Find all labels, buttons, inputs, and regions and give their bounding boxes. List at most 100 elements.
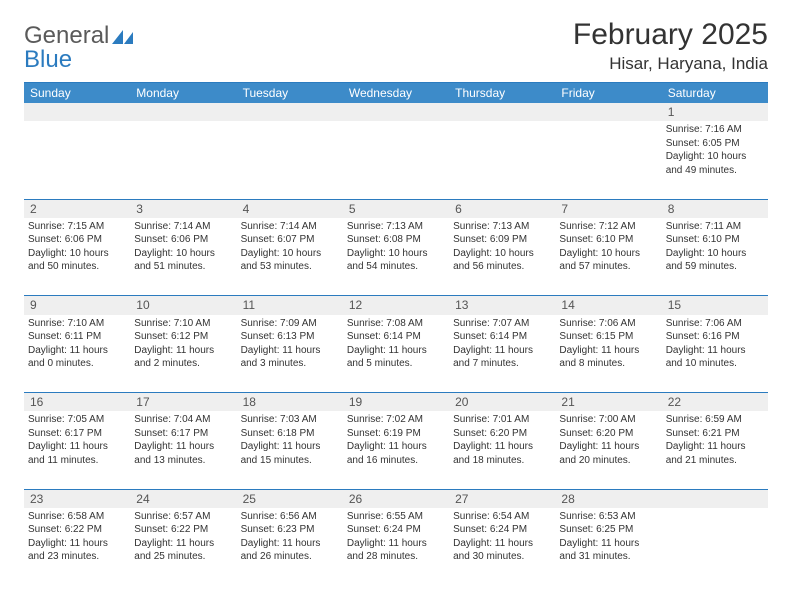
day-cell: Sunrise: 6:57 AMSunset: 6:22 PMDaylight:… xyxy=(130,508,236,586)
day-number: 11 xyxy=(237,296,343,315)
cell-line: Sunrise: 7:08 AM xyxy=(347,317,445,331)
day-number: 9 xyxy=(24,296,130,315)
cell-line: Sunrise: 6:53 AM xyxy=(559,510,657,524)
cell-line: Sunset: 6:25 PM xyxy=(559,523,657,537)
day-cell: Sunrise: 7:01 AMSunset: 6:20 PMDaylight:… xyxy=(449,411,555,489)
day-number: 5 xyxy=(343,199,449,218)
day-number: 26 xyxy=(343,489,449,508)
cell-line: Daylight: 11 hours and 31 minutes. xyxy=(559,537,657,564)
day-cell: Sunrise: 6:56 AMSunset: 6:23 PMDaylight:… xyxy=(237,508,343,586)
cell-line: Daylight: 11 hours and 20 minutes. xyxy=(559,440,657,467)
cell-line: Daylight: 11 hours and 18 minutes. xyxy=(453,440,551,467)
day-cell xyxy=(449,121,555,199)
cell-line: Sunset: 6:06 PM xyxy=(134,233,232,247)
cell-line: Sunset: 6:15 PM xyxy=(559,330,657,344)
logo-text-a: General xyxy=(24,22,109,49)
cell-line: Daylight: 11 hours and 2 minutes. xyxy=(134,344,232,371)
cell-line: Sunset: 6:07 PM xyxy=(241,233,339,247)
cell-line: Daylight: 10 hours and 57 minutes. xyxy=(559,247,657,274)
day-number: 16 xyxy=(24,393,130,412)
cell-line: Sunset: 6:21 PM xyxy=(666,427,764,441)
day-cell xyxy=(662,508,768,586)
day-number: 8 xyxy=(662,199,768,218)
day-cell: Sunrise: 7:14 AMSunset: 6:06 PMDaylight:… xyxy=(130,218,236,296)
day-cell: Sunrise: 6:53 AMSunset: 6:25 PMDaylight:… xyxy=(555,508,661,586)
cell-line: Daylight: 11 hours and 28 minutes. xyxy=(347,537,445,564)
day-number: 2 xyxy=(24,199,130,218)
cell-line: Sunrise: 7:06 AM xyxy=(559,317,657,331)
cell-line: Sunset: 6:12 PM xyxy=(134,330,232,344)
day-number: 12 xyxy=(343,296,449,315)
day-header-row: Sunday Monday Tuesday Wednesday Thursday… xyxy=(24,83,768,104)
cell-line: Sunset: 6:24 PM xyxy=(347,523,445,537)
cell-line: Sunrise: 7:15 AM xyxy=(28,220,126,234)
day-cell xyxy=(24,121,130,199)
day-number: 3 xyxy=(130,199,236,218)
day-number xyxy=(343,103,449,121)
cell-line: Sunset: 6:14 PM xyxy=(453,330,551,344)
daynum-row: 232425262728 xyxy=(24,489,768,508)
day-cell: Sunrise: 7:14 AMSunset: 6:07 PMDaylight:… xyxy=(237,218,343,296)
cell-line: Daylight: 11 hours and 10 minutes. xyxy=(666,344,764,371)
cell-line: Sunset: 6:13 PM xyxy=(241,330,339,344)
day-cell: Sunrise: 7:11 AMSunset: 6:10 PMDaylight:… xyxy=(662,218,768,296)
week-row: Sunrise: 7:15 AMSunset: 6:06 PMDaylight:… xyxy=(24,218,768,296)
day-number: 1 xyxy=(662,103,768,121)
day-number: 14 xyxy=(555,296,661,315)
cell-line: Sunset: 6:16 PM xyxy=(666,330,764,344)
cell-line: Daylight: 11 hours and 8 minutes. xyxy=(559,344,657,371)
cell-line: Sunrise: 7:04 AM xyxy=(134,413,232,427)
day-cell xyxy=(130,121,236,199)
cell-line: Sunrise: 7:16 AM xyxy=(666,123,764,137)
cell-line: Sunrise: 7:12 AM xyxy=(559,220,657,234)
cell-line: Sunrise: 7:01 AM xyxy=(453,413,551,427)
cell-line: Daylight: 11 hours and 15 minutes. xyxy=(241,440,339,467)
day-cell: Sunrise: 6:59 AMSunset: 6:21 PMDaylight:… xyxy=(662,411,768,489)
cell-line: Daylight: 11 hours and 21 minutes. xyxy=(666,440,764,467)
daynum-row: 1 xyxy=(24,103,768,121)
cell-line: Sunrise: 7:03 AM xyxy=(241,413,339,427)
cell-line: Sunrise: 6:55 AM xyxy=(347,510,445,524)
cell-line: Sunset: 6:10 PM xyxy=(666,233,764,247)
cell-line: Sunset: 6:22 PM xyxy=(134,523,232,537)
logo: GeneralBlue xyxy=(24,24,135,72)
logo-sail-icon xyxy=(112,26,136,50)
cell-line: Sunrise: 7:10 AM xyxy=(134,317,232,331)
day-cell: Sunrise: 7:12 AMSunset: 6:10 PMDaylight:… xyxy=(555,218,661,296)
day-cell: Sunrise: 7:06 AMSunset: 6:15 PMDaylight:… xyxy=(555,315,661,393)
day-number: 27 xyxy=(449,489,555,508)
day-number: 10 xyxy=(130,296,236,315)
day-cell: Sunrise: 7:04 AMSunset: 6:17 PMDaylight:… xyxy=(130,411,236,489)
day-header: Friday xyxy=(555,83,661,104)
day-cell: Sunrise: 6:55 AMSunset: 6:24 PMDaylight:… xyxy=(343,508,449,586)
cell-line: Sunset: 6:09 PM xyxy=(453,233,551,247)
cell-line: Daylight: 11 hours and 23 minutes. xyxy=(28,537,126,564)
cell-line: Sunrise: 7:13 AM xyxy=(347,220,445,234)
cell-line: Sunset: 6:10 PM xyxy=(559,233,657,247)
cell-line: Sunset: 6:11 PM xyxy=(28,330,126,344)
cell-line: Sunset: 6:08 PM xyxy=(347,233,445,247)
week-row: Sunrise: 7:05 AMSunset: 6:17 PMDaylight:… xyxy=(24,411,768,489)
day-header: Sunday xyxy=(24,83,130,104)
cell-line: Sunset: 6:18 PM xyxy=(241,427,339,441)
cell-line: Sunset: 6:20 PM xyxy=(559,427,657,441)
cell-line: Sunrise: 6:59 AM xyxy=(666,413,764,427)
week-row: Sunrise: 7:16 AMSunset: 6:05 PMDaylight:… xyxy=(24,121,768,199)
day-cell: Sunrise: 7:09 AMSunset: 6:13 PMDaylight:… xyxy=(237,315,343,393)
day-number xyxy=(24,103,130,121)
cell-line: Sunset: 6:14 PM xyxy=(347,330,445,344)
day-number: 25 xyxy=(237,489,343,508)
logo-text-b: Blue xyxy=(24,46,72,73)
day-cell: Sunrise: 7:02 AMSunset: 6:19 PMDaylight:… xyxy=(343,411,449,489)
day-number: 28 xyxy=(555,489,661,508)
day-number: 17 xyxy=(130,393,236,412)
day-cell: Sunrise: 7:15 AMSunset: 6:06 PMDaylight:… xyxy=(24,218,130,296)
cell-line: Daylight: 10 hours and 51 minutes. xyxy=(134,247,232,274)
cell-line: Daylight: 11 hours and 7 minutes. xyxy=(453,344,551,371)
day-cell: Sunrise: 7:07 AMSunset: 6:14 PMDaylight:… xyxy=(449,315,555,393)
cell-line: Daylight: 10 hours and 54 minutes. xyxy=(347,247,445,274)
day-number: 7 xyxy=(555,199,661,218)
cell-line: Sunset: 6:06 PM xyxy=(28,233,126,247)
cell-line: Sunset: 6:19 PM xyxy=(347,427,445,441)
cell-line: Sunrise: 7:00 AM xyxy=(559,413,657,427)
